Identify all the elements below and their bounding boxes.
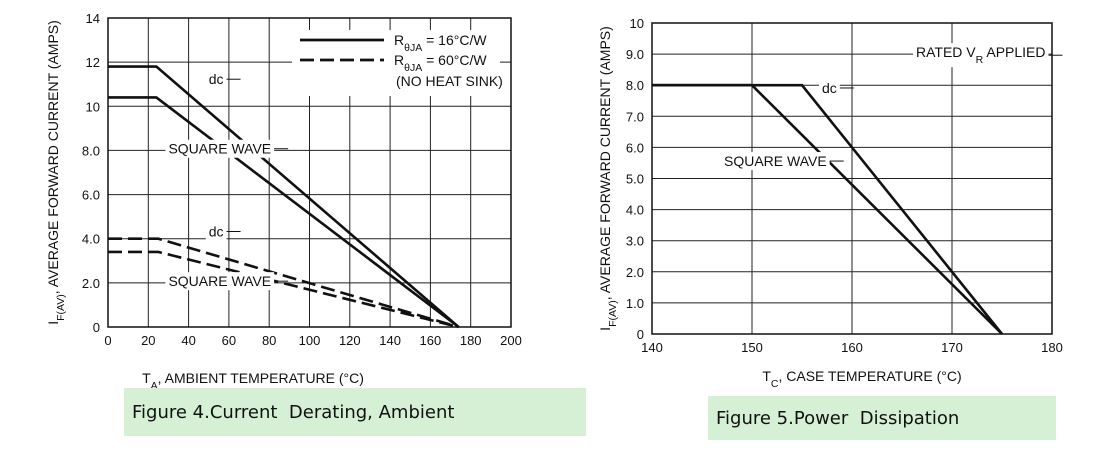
fig4-series-line-dashed-square-wave	[108, 250, 459, 329]
fig5-y-tick-label: 1.0	[626, 296, 644, 311]
fig4-annotation-label: SQUARE WAVE	[168, 273, 271, 289]
fig5-annotation-label: RATED VR APPLIED	[916, 44, 1046, 66]
fig5-series-line-square-wave	[652, 83, 1003, 335]
fig5-y-tick-label: 6.0	[626, 140, 644, 155]
fig4-annotation-background	[205, 70, 227, 89]
figure-4-caption: Figure 4.Current Derating, Ambient	[124, 388, 586, 436]
fig4-series-line-dc	[108, 65, 460, 328]
fig5-y-tick-label: 9.0	[626, 47, 644, 62]
fig4-y-tick-label: 12	[86, 55, 100, 70]
fig4-annotation-label: SQUARE WAVE	[168, 141, 271, 157]
fig5-y-tick-label: 8.0	[626, 78, 644, 93]
fig4-plot-frame	[107, 17, 512, 328]
fig5-x-tick-label: 170	[941, 340, 963, 355]
fig5-y-axis-label: IF(AV), AVERAGE FORWARD CURRENT (AMPS)	[597, 26, 619, 331]
fig4-x-tick-label: 0	[104, 333, 111, 348]
fig4-annotation-background	[165, 272, 275, 291]
fig5-y-tick-label: 2.0	[626, 265, 644, 280]
fig4-y-tick-label: 2.0	[82, 276, 100, 291]
fig4-x-tick-label: 200	[500, 333, 522, 348]
fig4-x-tick-label: 140	[379, 333, 401, 348]
fig4-legend-label: RθJA = 16°C/W	[394, 32, 487, 54]
fig5-y-tick-label: 5.0	[626, 172, 644, 187]
fig5-x-tick-label: 140	[641, 340, 663, 355]
fig5-x-tick-label: 160	[841, 340, 863, 355]
fig4-x-tick-label: 20	[141, 333, 155, 348]
fig4-x-tick-label: 180	[460, 333, 482, 348]
fig4-legend-label: RθJA = 60°C/W	[394, 52, 487, 74]
fig4-x-tick-label: 100	[299, 333, 321, 348]
fig4-legend-note: (NO HEAT SINK)	[396, 73, 503, 89]
fig4-x-tick-label: 160	[420, 333, 442, 348]
fig4-y-tick-label: 10	[86, 99, 100, 114]
fig5-x-axis-label: TC, CASE TEMPERATURE (°C)	[762, 368, 961, 390]
fig4-annotation-background	[165, 139, 275, 158]
fig5-annotation-label: SQUARE WAVE	[724, 153, 827, 169]
fig5-y-tick-label: 3.0	[626, 234, 644, 249]
fig4-y-tick-label: 6.0	[82, 188, 100, 203]
fig4-series-line-dashed-dc	[108, 237, 459, 329]
figure-5-caption: Figure 5.Power Dissipation	[708, 396, 1056, 440]
fig4-annotation-background	[205, 222, 227, 241]
fig4-x-tick-label: 120	[339, 333, 361, 348]
fig5-annotation-background	[819, 78, 840, 97]
fig4-series-line-square-wave	[108, 96, 460, 329]
fig5-annotation-background	[913, 43, 1049, 68]
fig4-x-axis-label: TA, AMBIENT TEMPERATURE (°C)	[142, 370, 364, 392]
fig4-x-tick-label: 60	[222, 333, 236, 348]
fig4-annotation-label: dc	[209, 71, 224, 87]
fig5-plot-frame	[651, 22, 1053, 335]
fig4-x-tick-label: 80	[262, 333, 276, 348]
fig4-annotation-label: dc	[209, 224, 224, 240]
fig5-x-tick-label: 180	[1041, 340, 1063, 355]
fig5-annotation-label: dc	[822, 80, 837, 96]
fig4-y-tick-label: 8.0	[82, 143, 100, 158]
fig4-y-axis-label: IF(AV), AVERAGE FORWARD CURRENT (AMPS)	[45, 20, 67, 325]
fig5-y-tick-label: 7.0	[626, 109, 644, 124]
fig5-y-tick-label: 0	[637, 327, 644, 342]
fig4-y-tick-label: 4.0	[82, 232, 100, 247]
fig4-y-tick-label: 0	[93, 320, 100, 335]
fig5-y-tick-label: 10	[630, 16, 644, 31]
fig5-annotation-background	[721, 152, 830, 171]
fig5-y-tick-label: 4.0	[626, 203, 644, 218]
fig4-y-tick-label: 14	[86, 11, 100, 26]
fig5-x-tick-label: 150	[741, 340, 763, 355]
fig4-x-tick-label: 40	[181, 333, 195, 348]
